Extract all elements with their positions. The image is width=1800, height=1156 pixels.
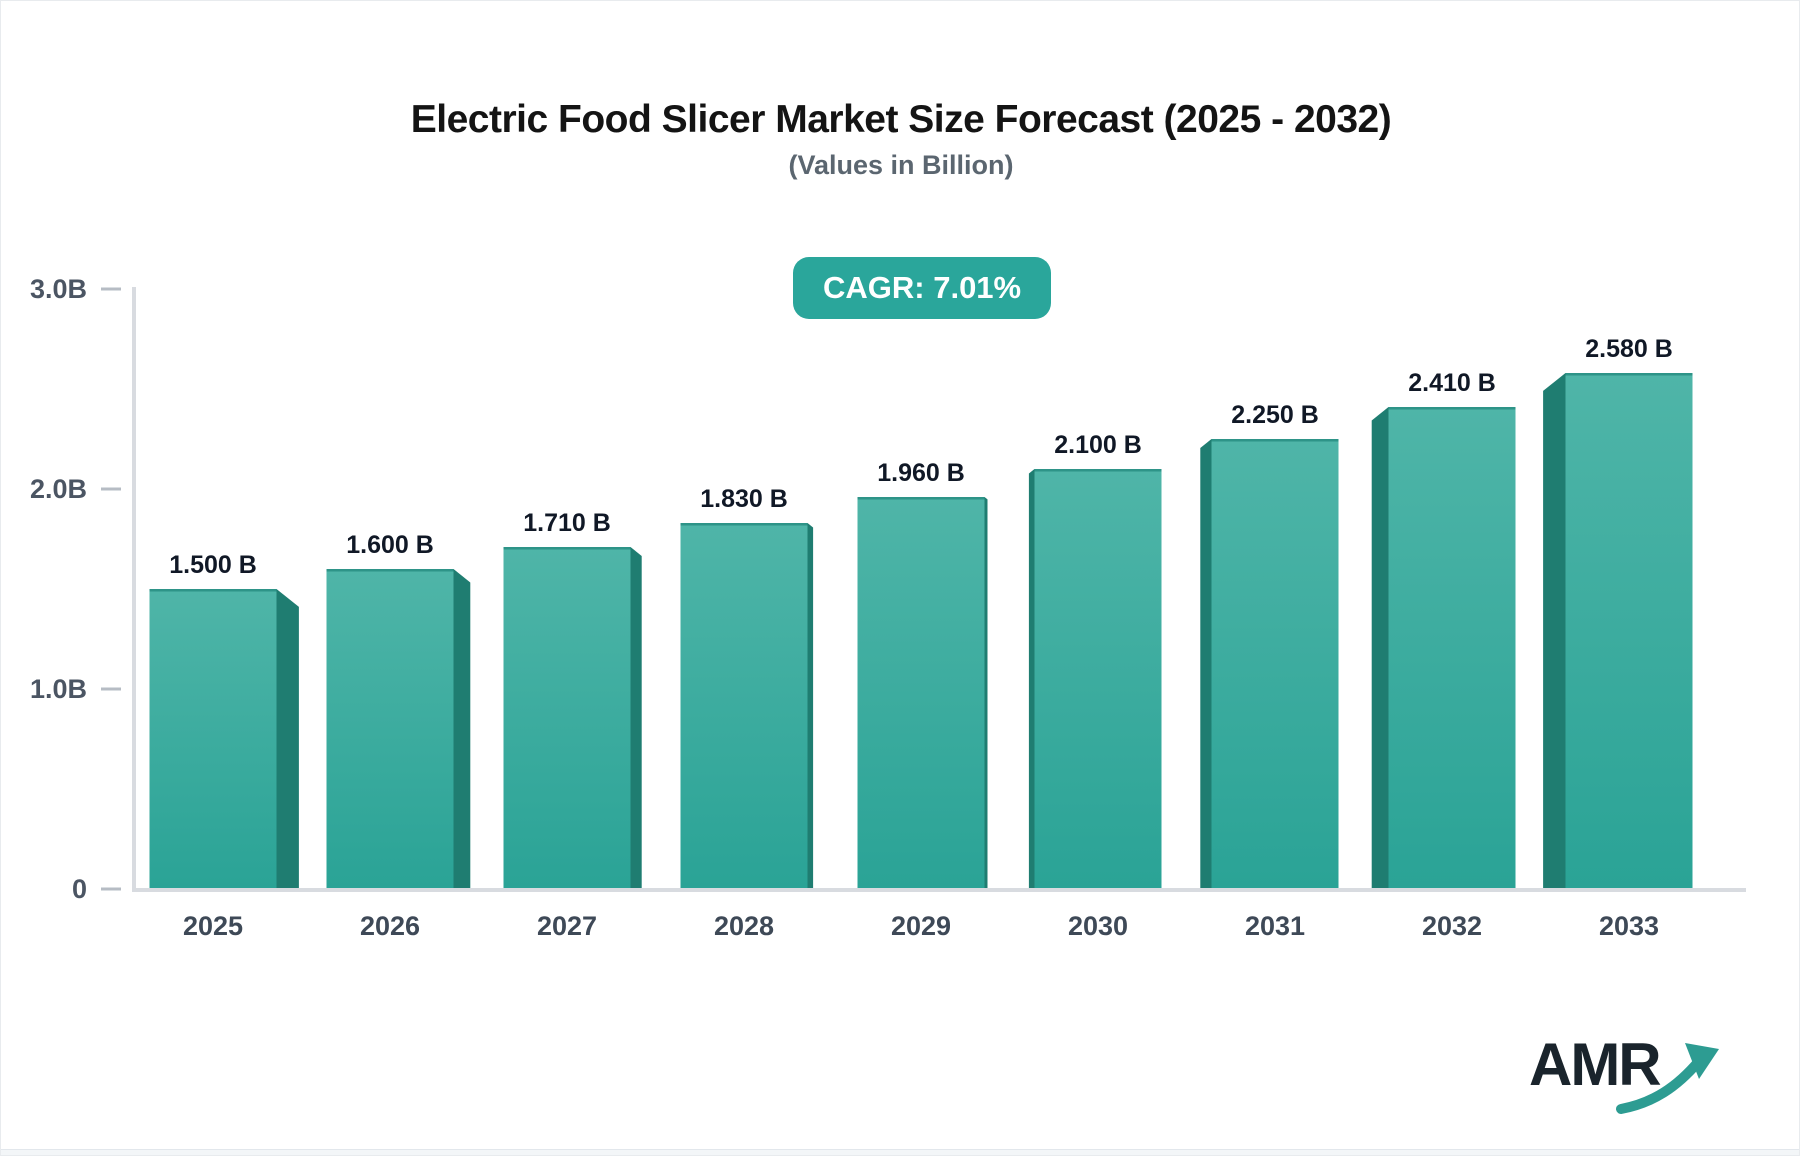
x-axis-label: 2031 <box>1245 911 1305 941</box>
bar-side-face <box>630 547 642 889</box>
bar <box>680 523 808 889</box>
y-tick-label: 1.0B <box>30 674 87 704</box>
bar-group-2027: 1.710 B 2027 <box>503 509 642 941</box>
bar <box>326 569 454 889</box>
growth-arrow-icon <box>1616 1043 1719 1114</box>
bar-group-2031: 2.250 B 2031 <box>1200 401 1339 941</box>
bar <box>1565 373 1693 889</box>
bar-value-label: 2.100 B <box>1054 431 1142 459</box>
bar-value-label: 2.250 B <box>1231 401 1319 429</box>
bar-value-label: 1.600 B <box>346 531 434 559</box>
bar-side-face <box>1028 469 1035 889</box>
y-tick-label: 3.0B <box>30 274 87 304</box>
bottom-border <box>1 1149 1799 1155</box>
x-axis-label: 2032 <box>1422 911 1482 941</box>
bar <box>1034 469 1162 889</box>
bar-value-label: 2.410 B <box>1408 369 1496 397</box>
growth-arrow-shaft <box>1616 1056 1704 1114</box>
x-axis-label: 2030 <box>1068 911 1128 941</box>
x-axis-label: 2025 <box>183 911 243 941</box>
bar-group-2026: 1.600 B 2026 <box>326 531 471 941</box>
bar-value-label: 2.580 B <box>1585 335 1673 363</box>
bar-group-2028: 1.830 B 2028 <box>680 485 814 941</box>
y-tick-label: 2.0B <box>30 474 87 504</box>
bar <box>857 497 985 889</box>
cagr-badge: CAGR: 7.01% <box>793 257 1052 320</box>
bar-group-2030: 2.100 B 2030 <box>1028 431 1162 941</box>
bar-group-2033: 2.580 B 2033 <box>1543 335 1693 941</box>
bar-group-2029: 1.960 B 2029 <box>857 459 988 941</box>
x-axis-label: 2026 <box>360 911 420 941</box>
bar-side-face <box>1543 373 1566 889</box>
bar-group-2025: 1.500 B 2025 <box>149 551 299 941</box>
cagr-badge-label: CAGR: 7.01% <box>823 270 1022 305</box>
x-axis-label: 2028 <box>714 911 774 941</box>
bar <box>1388 407 1516 889</box>
growth-arrow-head <box>1685 1043 1719 1079</box>
bar <box>149 589 277 889</box>
bar-value-label: 1.830 B <box>700 485 788 513</box>
bar <box>503 547 631 889</box>
y-tick-label: 0 <box>72 874 87 904</box>
bar-value-label: 1.960 B <box>877 459 965 487</box>
bar-group-2032: 2.410 B 2032 <box>1371 369 1516 941</box>
bar <box>1211 439 1339 889</box>
bar-side-face <box>276 589 299 889</box>
bar-value-label: 1.500 B <box>169 551 257 579</box>
x-axis-label: 2027 <box>537 911 597 941</box>
bar-side-face <box>807 523 814 889</box>
page-title: Electric Food Slicer Market Size Forecas… <box>410 98 1392 141</box>
bar-side-face <box>1200 439 1212 889</box>
bar-side-face <box>1371 407 1389 889</box>
x-axis-label: 2033 <box>1599 911 1659 941</box>
x-axis-label: 2029 <box>891 911 951 941</box>
amr-logo-text: AMR <box>1529 1031 1662 1098</box>
bar-side-face <box>453 569 471 889</box>
bar-side-face <box>984 497 988 889</box>
amr-logo: AMR <box>1529 1035 1769 1135</box>
page-subtitle: (Values in Billion) <box>788 150 1014 180</box>
bar-value-label: 1.710 B <box>523 509 611 537</box>
